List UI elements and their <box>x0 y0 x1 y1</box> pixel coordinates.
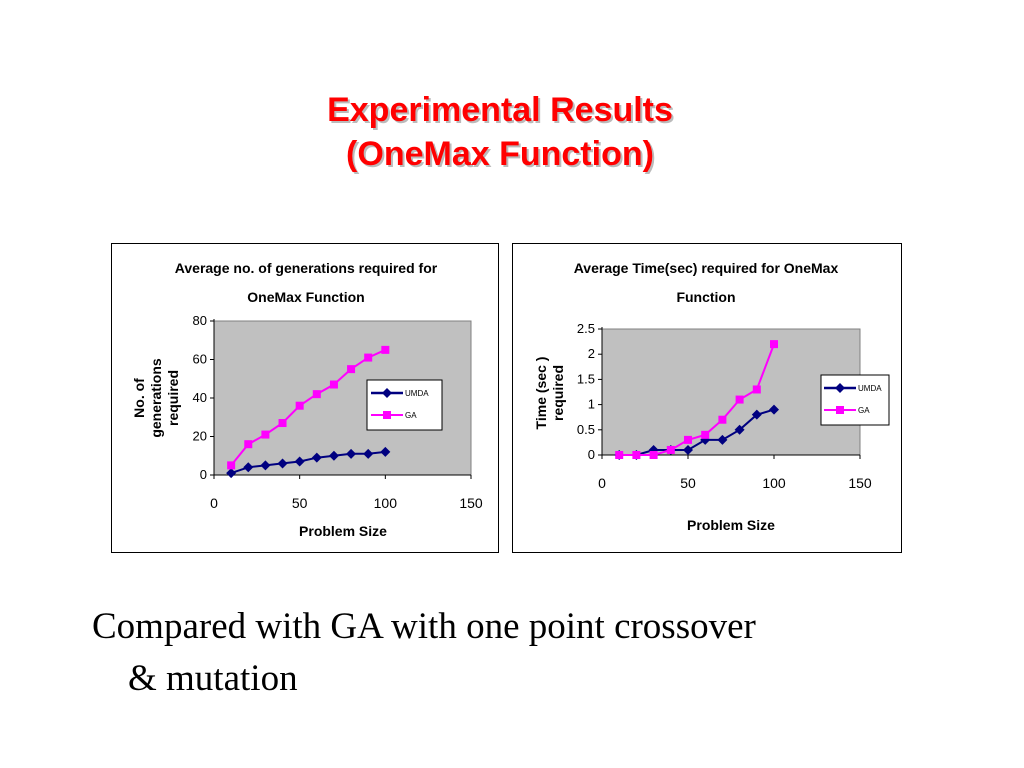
x-tick-label: 0 <box>598 475 606 491</box>
legend-label-ga: GA <box>858 406 870 415</box>
y-tick-label: 80 <box>193 313 207 328</box>
data-point-ga <box>227 461 236 470</box>
x-axis-label: Problem Size <box>299 523 387 539</box>
slide-caption: Compared with GA with one point crossove… <box>92 601 992 705</box>
data-point-umda <box>683 444 693 455</box>
legend-label-umda: UMDA <box>858 384 882 393</box>
data-point-ga <box>364 353 373 362</box>
chart-title-line-2: OneMax Function <box>247 289 364 305</box>
data-point-umda <box>243 462 254 473</box>
y-tick-label: 60 <box>193 352 207 367</box>
data-point-ga <box>381 345 390 354</box>
legend-marker-ga <box>836 406 844 414</box>
x-tick-label: 0 <box>210 495 218 511</box>
x-tick-label: 50 <box>292 495 308 511</box>
y-axis-label-line-1: No. of <box>131 378 147 418</box>
data-point-ga <box>295 401 304 410</box>
y-tick-label: 2.5 <box>577 321 595 336</box>
legend-entry-umda: UMDA <box>824 383 882 393</box>
data-point-umda <box>717 434 728 445</box>
x-tick-label: 150 <box>848 475 872 491</box>
y-axis-label-line-3: required <box>165 370 181 426</box>
data-point-ga <box>347 365 356 374</box>
x-ticks: 0 50 100 150 <box>598 455 872 491</box>
data-point-umda <box>346 448 357 459</box>
time-chart: Average Time(sec) required for OneMax Fu… <box>512 243 902 553</box>
y-axis-label: No. of generations required <box>131 358 181 438</box>
y-tick-label: 1 <box>588 397 595 412</box>
data-point-umda <box>734 424 745 435</box>
data-point-ga <box>666 445 675 454</box>
series-line-umda <box>230 450 386 475</box>
legend-marker-umda <box>835 383 845 393</box>
data-point-ga <box>278 419 287 428</box>
series-line-ga <box>230 348 386 467</box>
data-point-ga <box>770 340 778 349</box>
data-point-umda <box>311 452 322 463</box>
data-point-umda <box>380 446 391 457</box>
slide-title-line-1: Experimental Results <box>327 91 673 129</box>
legend-marker-umda <box>382 388 392 398</box>
y-ticks: 0 20 40 60 80 <box>193 313 214 482</box>
data-point-ga <box>752 385 761 394</box>
legend-label-ga: GA <box>405 411 417 420</box>
data-point-umda <box>328 450 339 461</box>
data-point-umda <box>769 404 779 415</box>
y-tick-label: 0 <box>200 467 207 482</box>
y-tick-label: 0.5 <box>577 422 595 437</box>
slide-title-line-2: (OneMax Function) <box>346 135 654 173</box>
data-point-umda <box>277 458 288 469</box>
legend-entry-umda: UMDA <box>371 388 429 398</box>
data-point-umda <box>751 409 762 420</box>
data-point-ga <box>649 451 658 459</box>
y-tick-label: 2 <box>588 346 595 361</box>
data-point-ga <box>701 430 710 439</box>
series-line-umda <box>619 408 775 456</box>
y-axis-label-line-2: required <box>550 365 566 421</box>
data-point-ga <box>718 415 727 424</box>
data-point-ga <box>329 380 338 389</box>
y-tick-label: 0 <box>588 447 595 462</box>
caption-line-2: & mutation <box>128 658 298 699</box>
legend-entry-ga: GA <box>824 406 870 415</box>
data-point-ga <box>244 440 253 449</box>
legend-box <box>820 374 890 426</box>
data-point-ga <box>632 451 641 459</box>
slide-title: Experimental Results (OneMax Function) <box>0 88 1000 176</box>
data-point-ga <box>735 395 744 404</box>
data-point-umda <box>363 448 374 459</box>
x-ticks: 0 50 100 150 <box>210 475 483 511</box>
x-tick-label: 50 <box>680 475 696 491</box>
data-point-ga <box>684 435 692 444</box>
data-point-ga <box>615 451 624 459</box>
chart-title-line-1: Average Time(sec) required for OneMax <box>574 260 839 276</box>
data-point-umda <box>226 468 237 479</box>
legend-label-umda: UMDA <box>405 389 429 398</box>
x-tick-label: 150 <box>459 495 483 511</box>
y-axis-label-line-1: Time (sec ) <box>533 357 549 430</box>
series-layer <box>226 345 391 479</box>
generations-chart: Average no. of generations required for … <box>111 243 499 553</box>
x-axis-label: Problem Size <box>687 517 775 533</box>
chart-title-line-2: Function <box>676 289 735 305</box>
y-ticks: 0 0.5 1 1.5 2 2.5 <box>577 321 602 462</box>
data-point-umda <box>294 456 305 467</box>
y-axis-label-line-2: generations <box>148 358 164 438</box>
data-point-umda <box>260 460 271 471</box>
chart-title-line-1: Average no. of generations required for <box>175 260 438 276</box>
series-layer <box>614 340 779 460</box>
data-point-ga <box>312 390 321 399</box>
caption-line-1: Compared with GA with one point crossove… <box>92 606 756 647</box>
y-tick-label: 1.5 <box>577 371 595 386</box>
series-line-ga <box>619 343 775 456</box>
data-point-ga <box>261 430 270 439</box>
legend-marker-ga <box>383 411 391 419</box>
legend-box <box>366 379 443 431</box>
x-tick-label: 100 <box>762 475 786 491</box>
legend-entry-ga: GA <box>371 411 417 420</box>
y-tick-label: 20 <box>193 429 207 444</box>
y-tick-label: 40 <box>193 390 207 405</box>
y-axis-label: Time (sec ) required <box>533 357 566 430</box>
x-tick-label: 100 <box>374 495 398 511</box>
